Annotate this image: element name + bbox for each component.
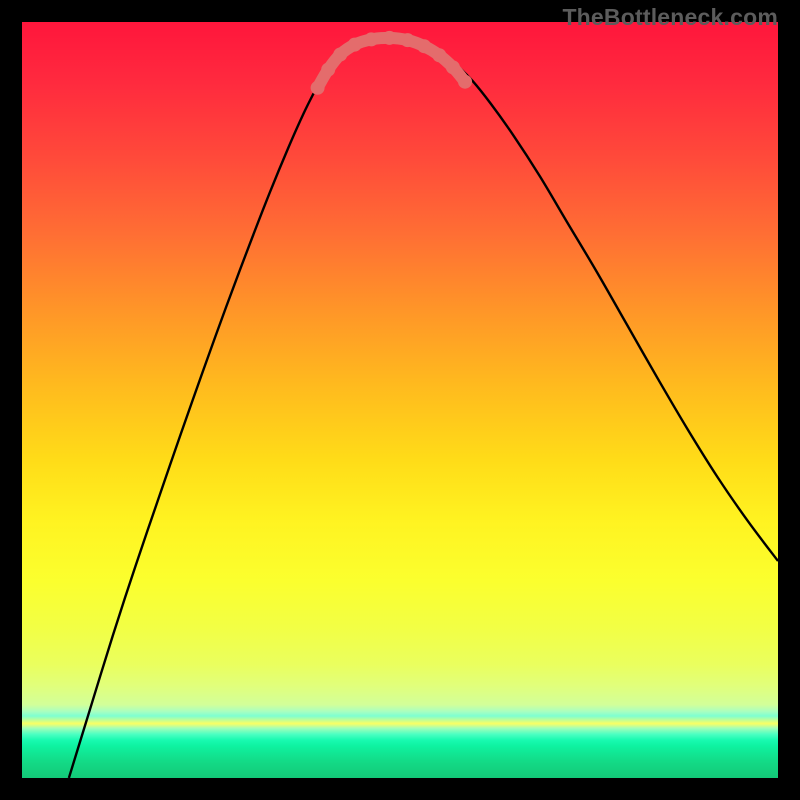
optimal-range-dot <box>446 60 460 74</box>
optimal-range-dot <box>364 32 378 46</box>
optimal-range-dot <box>311 81 325 95</box>
bottleneck-curve <box>69 34 778 778</box>
optimal-range-dot <box>382 31 396 45</box>
optimal-range-dot <box>333 48 347 62</box>
optimal-range-dot <box>417 39 431 53</box>
optimal-range-band <box>318 38 465 88</box>
optimal-range-dot <box>321 63 335 77</box>
optimal-range-dot <box>458 75 472 89</box>
optimal-range-dot <box>348 38 362 52</box>
optimal-range-dot <box>432 48 446 62</box>
bottleneck-curve-layer <box>22 22 778 778</box>
chart-frame <box>22 22 778 778</box>
optimal-range-dot <box>401 33 415 47</box>
watermark-text: TheBottleneck.com <box>562 4 778 31</box>
